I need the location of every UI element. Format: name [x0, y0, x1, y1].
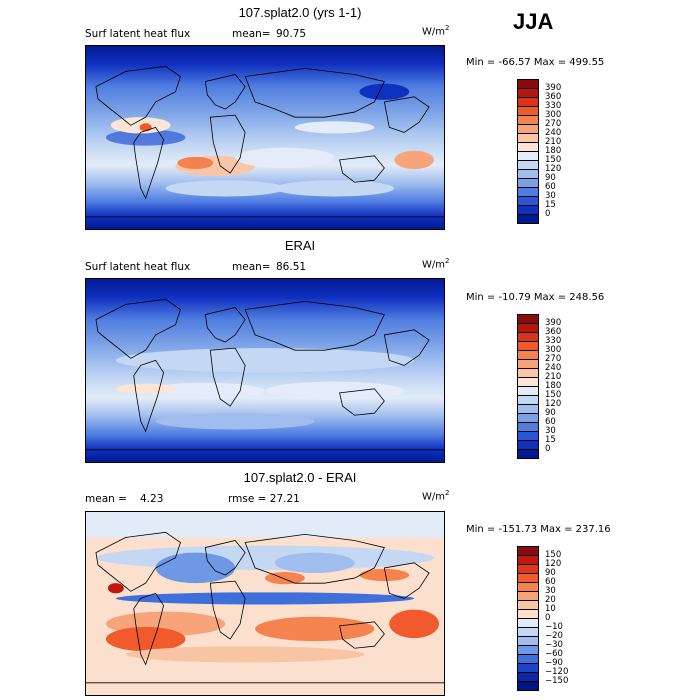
panel1-map: [85, 45, 445, 230]
colorbar-label: −30: [545, 640, 563, 650]
panel1-field-label: Surf latent heat flux: [85, 28, 191, 40]
colorbar-label: −150: [545, 676, 569, 686]
panel1-colorbar: 390 360 330 300 270 240 210 180 150 120 90 60 30 15 0: [517, 79, 607, 224]
colorbar-label: 330: [545, 101, 562, 111]
panel2-stat-value: 86.51: [276, 261, 307, 273]
panel3-coastlines: [86, 531, 444, 684]
colorbar-label: 270: [545, 354, 562, 364]
panel1-stat-label: mean=: [232, 28, 271, 40]
panel3-title: 107.splat2.0 - ERAI: [243, 470, 357, 485]
colorbar-label: 15: [545, 435, 556, 445]
colorbar-label: 0: [545, 444, 551, 454]
panel3-mean-label: mean =: [85, 493, 127, 505]
colorbar-label: 150: [545, 550, 562, 560]
colorbar-label: 150: [545, 390, 562, 400]
colorbar-label: 270: [545, 119, 562, 129]
colorbar-label: 120: [545, 399, 562, 409]
panel3-colorbar: 150 120 90 60 30 20 10 0 −10 −20 −30 −60 −90 −120 −150: [517, 546, 607, 691]
colorbar-label: 150: [545, 155, 562, 165]
panel2-minmax: Min = -10.79 Max = 248.56: [466, 292, 605, 303]
colorbar-label: 60: [545, 417, 556, 427]
panel3-difference-patterns: [86, 512, 444, 663]
colorbar-label: 240: [545, 128, 562, 138]
colorbar-label: 20: [545, 595, 556, 605]
panel2-map: [85, 278, 445, 463]
colorbar-label: 0: [545, 209, 551, 219]
colorbar-label: 210: [545, 137, 562, 147]
colorbar-label: 90: [545, 173, 556, 183]
panel2-title: ERAI: [284, 238, 316, 253]
panel3-minmax: Min = -151.73 Max = 237.16: [466, 524, 611, 535]
panel2-stat-label: mean=: [232, 261, 271, 273]
colorbar-label: 30: [545, 426, 556, 436]
panel1-map-svg: [86, 46, 444, 229]
panel1-title: 107.splat2.0 (yrs 1-1): [238, 5, 362, 20]
panel1-units: W/m2: [422, 24, 450, 38]
colorbar-label: 15: [545, 200, 556, 210]
panel3-map: [85, 511, 445, 696]
colorbar-label: 90: [545, 568, 556, 578]
colorbar-label: 60: [545, 182, 556, 192]
season-label: JJA: [513, 9, 554, 34]
colorbar-label: 390: [545, 83, 562, 93]
colorbar-swatch: [517, 214, 539, 224]
panel2-map-svg: [86, 279, 444, 462]
colorbar-label: −20: [545, 631, 563, 641]
colorbar-label: 240: [545, 363, 562, 373]
colorbar-label: 120: [545, 164, 562, 174]
panel2-field-label: Surf latent heat flux: [85, 261, 191, 273]
colorbar-label: 0: [545, 613, 551, 623]
panel3-mean-value: 4.23: [140, 493, 164, 505]
colorbar-label: −120: [545, 667, 569, 677]
panel2-flux-patterns: [115, 348, 415, 430]
colorbar-swatch: [517, 449, 539, 459]
colorbar-label: 210: [545, 372, 562, 382]
panel3-map-svg: [86, 512, 444, 695]
panel2-units: W/m2: [422, 257, 450, 271]
colorbar-swatch: [517, 681, 539, 691]
colorbar-label: 330: [545, 336, 562, 346]
colorbar-label: −60: [545, 649, 563, 659]
panel3-rmse: rmse = 27.21: [228, 493, 300, 505]
panel3-units: W/m2: [422, 489, 450, 503]
panel1-stat-value: 90.75: [276, 28, 307, 40]
panel1-minmax: Min = -66.57 Max = 499.55: [466, 57, 605, 68]
colorbar-label: 10: [545, 604, 556, 614]
colorbar-label: 300: [545, 345, 562, 355]
colorbar-label: 360: [545, 92, 562, 102]
colorbar-label: −10: [545, 622, 563, 632]
colorbar-label: 120: [545, 559, 562, 569]
colorbar-label: 90: [545, 408, 556, 418]
colorbar-label: −90: [545, 658, 563, 668]
colorbar-label: 180: [545, 146, 562, 156]
colorbar-label: 300: [545, 110, 562, 120]
colorbar-label: 30: [545, 586, 556, 596]
panel1-coastlines: [86, 65, 444, 218]
colorbar-label: 30: [545, 191, 556, 201]
colorbar-label: 360: [545, 327, 562, 337]
colorbar-label: 390: [545, 318, 562, 328]
colorbar-label: 180: [545, 381, 562, 391]
panel2-colorbar: 390 360 330 300 270 240 210 180 150 120 90 60 30 15 0: [517, 314, 607, 459]
panel2-coastlines: [86, 298, 444, 451]
colorbar-label: 60: [545, 577, 556, 587]
